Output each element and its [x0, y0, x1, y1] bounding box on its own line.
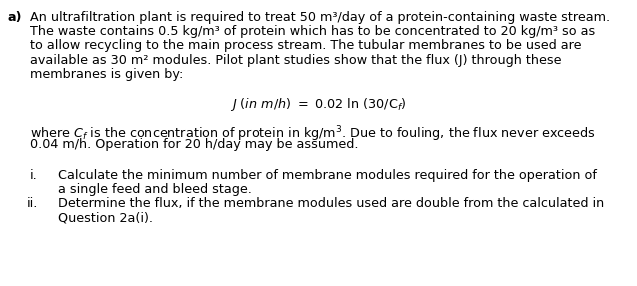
Text: Calculate the minimum number of membrane modules required for the operation of: Calculate the minimum number of membrane… [58, 169, 597, 182]
Text: $J\ \mathit{(in\ m/h)}\ \mathsf{=\ 0.02\ ln\ (30/C}_f\mathsf{)}$: $J\ \mathit{(in\ m/h)}\ \mathsf{=\ 0.02\… [230, 96, 407, 113]
Text: 0.04 m/h. Operation for 20 h/day may be assumed.: 0.04 m/h. Operation for 20 h/day may be … [30, 138, 359, 151]
Text: to allow recycling to the main process stream. The tubular membranes to be used : to allow recycling to the main process s… [30, 39, 582, 52]
Text: where $C_f$ is the concentration of protein in kg/m$^3$. Due to fouling, the flu: where $C_f$ is the concentration of prot… [30, 124, 596, 144]
Text: a single feed and bleed stage.: a single feed and bleed stage. [58, 183, 252, 196]
Text: The waste contains 0.5 kg/m³ of protein which has to be concentrated to 20 kg/m³: The waste contains 0.5 kg/m³ of protein … [30, 25, 595, 38]
Text: membranes is given by:: membranes is given by: [30, 68, 183, 81]
Text: Question 2a(i).: Question 2a(i). [58, 211, 153, 224]
Text: available as 30 m² modules. Pilot plant studies show that the flux (J) through t: available as 30 m² modules. Pilot plant … [30, 53, 561, 67]
Text: i.: i. [30, 169, 38, 182]
Text: An ultrafiltration plant is required to treat 50 m³/day of a protein-containing : An ultrafiltration plant is required to … [30, 11, 610, 24]
Text: ii.: ii. [27, 197, 38, 210]
Text: a): a) [8, 11, 22, 24]
Text: Determine the flux, if the membrane modules used are double from the calculated : Determine the flux, if the membrane modu… [58, 197, 605, 210]
